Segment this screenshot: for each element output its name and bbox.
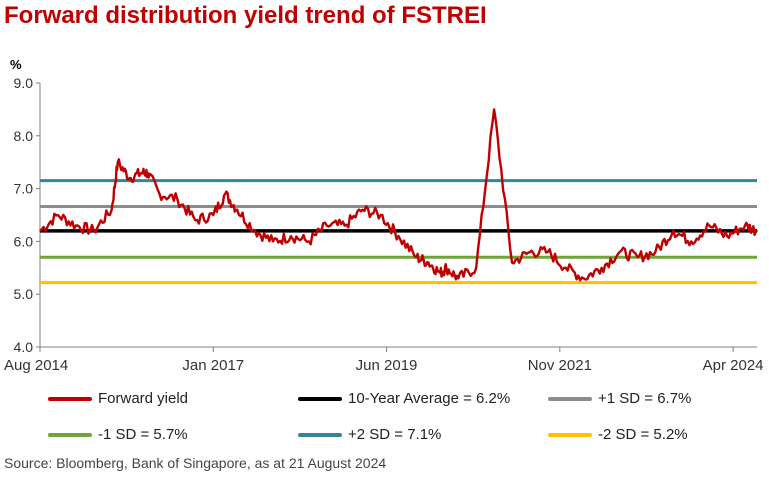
forward-yield-point — [582, 277, 585, 280]
forward-yield-point — [744, 224, 746, 227]
x-tick-label: Nov 2021 — [528, 357, 592, 374]
forward-yield-point — [457, 277, 460, 280]
forward-yield-point — [708, 224, 710, 227]
forward-yield-point — [529, 251, 531, 253]
forward-yield-point — [158, 193, 161, 195]
legend-item-minus-1-sd: -1 SD = 5.7% — [48, 426, 188, 443]
source-note: Source: Bloomberg, Bank of Singapore, as… — [4, 455, 387, 471]
x-tick-label: Jan 2017 — [182, 357, 244, 374]
forward-yield-point — [565, 267, 567, 269]
forward-yield-point — [618, 251, 621, 253]
y-tick-label: 7.0 — [14, 181, 34, 197]
forward-yield-point — [224, 193, 227, 195]
forward-yield-point — [57, 214, 59, 216]
forward-yield-point — [636, 256, 639, 259]
forward-yield-point — [427, 261, 430, 264]
forward-yield-point — [343, 224, 346, 227]
forward-yield-point — [146, 171, 149, 174]
forward-yield-point — [128, 177, 131, 179]
legend-label-forward-yield: Forward yield — [98, 390, 189, 407]
y-tick-label: 9.0 — [14, 75, 34, 91]
forward-yield-point — [361, 208, 364, 211]
forward-yield-point — [654, 251, 657, 253]
legend-item-plus-2-sd: +2 SD = 7.1% — [298, 426, 441, 443]
legend-swatch-10-year-average — [298, 396, 342, 401]
forward-yield-point — [756, 230, 758, 232]
y-tick-label: 8.0 — [14, 128, 34, 144]
forward-yield-point — [326, 224, 328, 227]
forward-yield-point — [92, 230, 95, 232]
forward-yield-point — [140, 171, 143, 174]
forward-yield-point — [110, 208, 113, 211]
legend-label-minus-2-sd: -2 SD = 5.2% — [598, 426, 688, 443]
forward-yield-point — [212, 214, 215, 216]
legend-item-forward-yield: Forward yield — [48, 390, 188, 407]
legend-swatch-minus-1-sd — [48, 432, 92, 437]
forward-yield-point — [726, 235, 728, 237]
forward-yield-point — [236, 208, 238, 211]
legend-swatch-plus-1-sd — [548, 396, 592, 401]
forward-yield-point — [176, 198, 179, 200]
forward-yield-line — [39, 108, 758, 282]
y-axis-unit-label: % — [10, 57, 22, 72]
forward-yield-point — [379, 214, 382, 216]
forward-yield-point — [672, 230, 675, 232]
forward-yield-point — [511, 261, 513, 264]
forward-yield-point — [116, 161, 119, 163]
legend-label-minus-1-sd: -1 SD = 5.7% — [98, 426, 188, 443]
legend-label-plus-2-sd: +2 SD = 7.1% — [348, 426, 442, 443]
legend-swatch-minus-2-sd — [548, 432, 592, 437]
y-tick-label: 6.0 — [14, 233, 34, 249]
forward-yield-point — [547, 251, 549, 253]
forward-yield-point — [690, 240, 693, 243]
legend-label-10-year-average: 10-Year Average = 6.2% — [348, 390, 511, 407]
legend-item-plus-1-sd: +1 SD = 6.7% — [548, 390, 691, 407]
forward-yield-point — [600, 267, 603, 269]
chart-title: Forward distribution yield trend of FSTR… — [4, 2, 487, 29]
x-tick-label: Apr 2024 — [703, 357, 764, 374]
y-tick-label: 5.0 — [14, 286, 34, 302]
forward-yield-point — [308, 240, 310, 243]
forward-yield-point — [415, 256, 418, 259]
forward-yield-point — [493, 108, 495, 111]
legend-item-10-year-average: 10-Year Average = 6.2% — [298, 390, 510, 407]
forward-yield-point — [75, 224, 77, 227]
forward-yield-point — [254, 230, 256, 232]
legend-label-plus-1-sd: +1 SD = 6.7% — [598, 390, 692, 407]
line-chart: 4.0 5.0 6.0 7.0 8.0 9.0 Aug 2014 Jan 2017 Jun 20… — [4, 75, 764, 374]
legend-swatch-forward-yield — [48, 396, 92, 401]
forward-yield-point — [39, 230, 41, 232]
forward-yield-point — [445, 267, 448, 269]
legend-item-minus-2-sd: -2 SD = 5.2% — [548, 426, 688, 443]
forward-yield-point — [475, 267, 477, 269]
forward-yield-point — [439, 272, 442, 274]
forward-yield-point — [397, 235, 400, 237]
y-tick-label: 4.0 — [14, 339, 34, 355]
legend-swatch-plus-2-sd — [298, 432, 342, 437]
forward-yield-point — [272, 240, 274, 243]
forward-yield-point — [194, 219, 197, 222]
x-tick-label: Jun 2019 — [356, 357, 418, 374]
x-tick-label: Aug 2014 — [4, 357, 68, 374]
forward-yield-point — [290, 235, 292, 237]
